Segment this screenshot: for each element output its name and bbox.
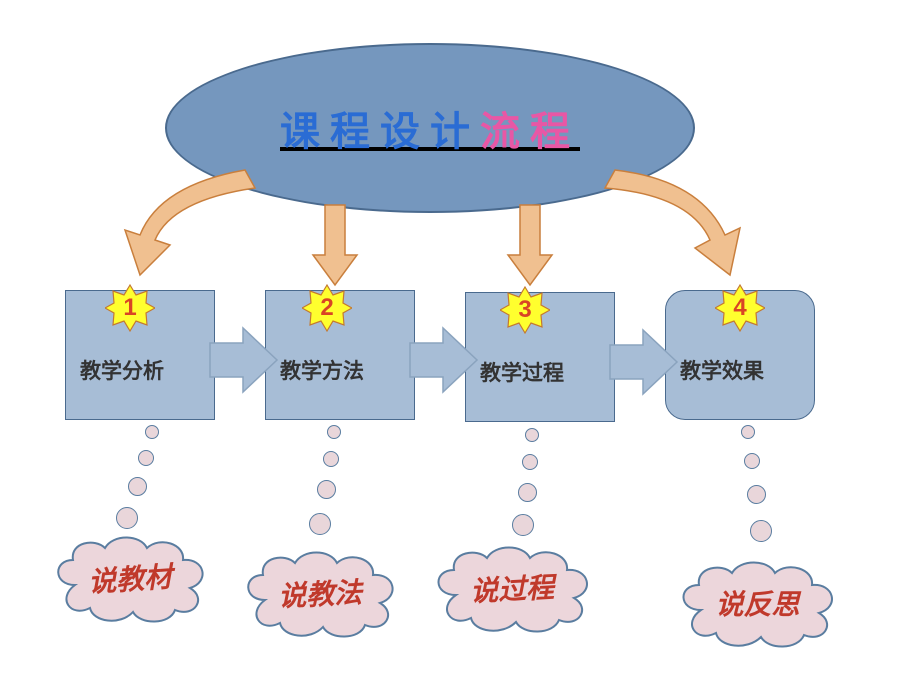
flow-arrow-2 [405, 325, 480, 395]
cloud-1: 说教材 [45, 530, 215, 625]
step-label-1: 教学分析 [80, 355, 164, 385]
cloud-3: 说过程 [425, 540, 600, 635]
curved-arrow-1 [100, 160, 270, 290]
cloud-4: 说反思 [670, 555, 845, 650]
title-text: 课程设计流程 [280, 99, 580, 157]
bubble-trail-4 [735, 425, 795, 555]
step-label-3: 教学过程 [480, 357, 564, 387]
bubble-trail-2 [305, 425, 365, 545]
curved-arrow-3 [500, 200, 560, 290]
curved-arrow-2 [305, 200, 365, 290]
cloud-text-1: 说教材 [87, 555, 174, 601]
step-label-2: 教学方法 [280, 355, 364, 385]
star-num-1: 1 [123, 294, 136, 322]
step-label-4: 教学效果 [680, 355, 764, 385]
star-num-2: 2 [320, 294, 333, 322]
star-num-3: 3 [518, 296, 531, 324]
star-badge-1: 1 [105, 283, 155, 333]
bubble-trail-1 [110, 425, 170, 535]
star-badge-2: 2 [302, 283, 352, 333]
cloud-text-3: 说过程 [469, 565, 555, 609]
cloud-text-4: 说反思 [715, 583, 799, 623]
star-num-4: 4 [733, 294, 746, 322]
cloud-text-2: 说教法 [277, 570, 363, 614]
star-badge-3: 3 [500, 285, 550, 335]
star-badge-4: 4 [715, 283, 765, 333]
curved-arrow-4 [595, 160, 775, 290]
title-part2: 流程 [480, 110, 580, 154]
cloud-2: 说教法 [235, 545, 405, 640]
title-part1: 课程设计 [280, 110, 480, 154]
flow-arrow-3 [605, 327, 680, 397]
flow-arrow-1 [205, 325, 280, 395]
bubble-trail-3 [510, 428, 570, 543]
